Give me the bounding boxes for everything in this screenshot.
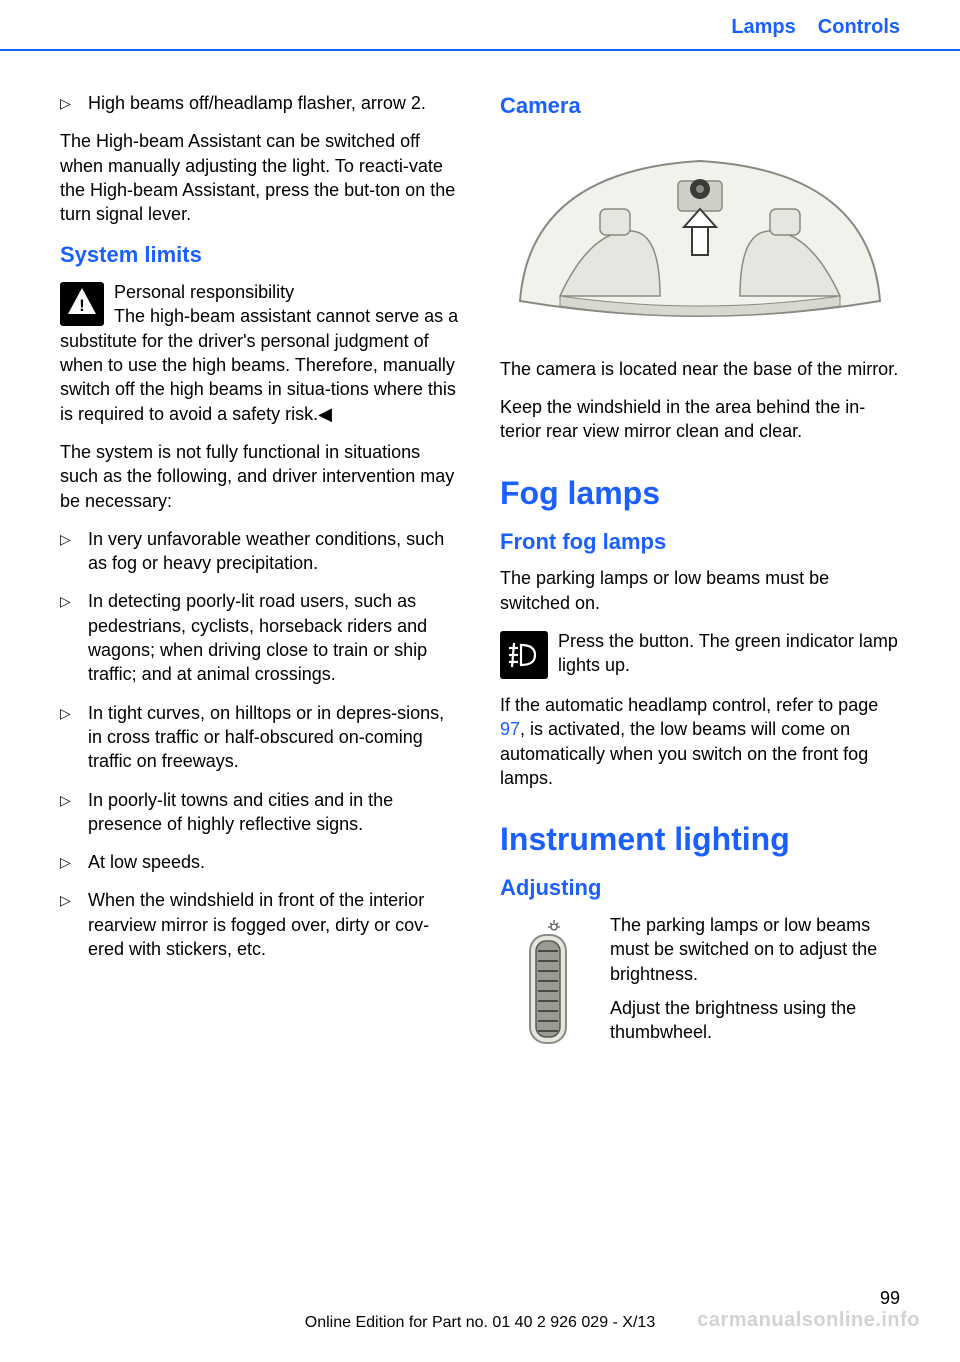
list-item: ▷ High beams off/headlamp flasher, arrow…	[60, 91, 460, 115]
bullet-text: In tight curves, on hilltops or in depre…	[88, 701, 460, 774]
header-section: Controls	[818, 14, 900, 41]
heading-system-limits: System limits	[60, 240, 460, 270]
heading-fog-lamps: Fog lamps	[500, 472, 900, 515]
watermark: carmanualsonline.info	[697, 1307, 920, 1334]
bullet-text: At low speeds.	[88, 850, 460, 874]
bullet-marker-icon: ▷	[60, 850, 88, 874]
thumbwheel-svg-icon	[500, 917, 596, 1057]
list-item: ▷ In poorly-lit towns and cities and in …	[60, 788, 460, 837]
page-link[interactable]: 97	[500, 719, 520, 739]
bullet-marker-icon: ▷	[60, 527, 88, 576]
content-columns: ▷ High beams off/headlamp flasher, arrow…	[0, 51, 960, 1073]
warning-body: The high-beam assistant cannot serve as …	[60, 306, 458, 423]
text-fragment: , is activated, the low beams will come …	[500, 719, 868, 788]
heading-instrument-lighting: Instrument lighting	[500, 818, 900, 861]
text-fragment: If the automatic headlamp control, refer…	[500, 695, 878, 715]
bullet-text: In poorly-lit towns and cities and in th…	[88, 788, 460, 837]
camera-illustration	[500, 131, 900, 341]
bullet-text: High beams off/headlamp flasher, arrow 2…	[88, 91, 460, 115]
right-column: Camera The camera	[500, 91, 900, 1073]
left-column: ▷ High beams off/headlamp flasher, arrow…	[60, 91, 460, 1073]
warning-block: Personal responsibility The high-beam as…	[60, 280, 460, 426]
fog-lamp-icon	[500, 631, 548, 679]
paragraph: The camera is located near the base of t…	[500, 357, 900, 381]
bullet-marker-icon: ▷	[60, 589, 88, 686]
paragraph: The High-beam Assistant can be switched …	[60, 129, 460, 226]
warning-title: Personal responsibility	[114, 282, 294, 302]
bullet-marker-icon: ▷	[60, 788, 88, 837]
fog-button-text: Press the button. The green indicator la…	[558, 631, 898, 675]
list-item: ▷ In tight curves, on hilltops or in dep…	[60, 701, 460, 774]
bullet-marker-icon: ▷	[60, 91, 88, 115]
paragraph: The parking lamps or low beams must be s…	[500, 566, 900, 615]
page-header: Lamps Controls	[0, 0, 960, 51]
list-item: ▷ In very unfavorable weather conditions…	[60, 527, 460, 576]
paragraph: The system is not fully functional in si…	[60, 440, 460, 513]
heading-front-fog-lamps: Front fog lamps	[500, 527, 900, 557]
thumbwheel-block: The parking lamps or low beams must be s…	[500, 913, 900, 1058]
fog-button-block: Press the button. The green indicator la…	[500, 629, 900, 679]
heading-adjusting: Adjusting	[500, 873, 900, 903]
bullet-text: When the windshield in front of the inte…	[88, 888, 460, 961]
list-item: ▷ When the windshield in front of the in…	[60, 888, 460, 961]
bullet-marker-icon: ▷	[60, 888, 88, 961]
warning-icon	[60, 282, 104, 326]
paragraph: Keep the windshield in the area behind t…	[500, 395, 900, 444]
camera-svg-icon	[500, 131, 900, 341]
bullet-text: In detecting poorly-lit road users, such…	[88, 589, 460, 686]
header-chapter: Lamps	[731, 14, 795, 41]
bullet-marker-icon: ▷	[60, 701, 88, 774]
list-item: ▷ At low speeds.	[60, 850, 460, 874]
paragraph: If the automatic headlamp control, refer…	[500, 693, 900, 790]
list-item: ▷ In detecting poorly-lit road users, su…	[60, 589, 460, 686]
heading-camera: Camera	[500, 91, 900, 121]
bullet-text: In very unfavorable weather conditions, …	[88, 527, 460, 576]
thumbwheel-illustration	[500, 917, 596, 1057]
